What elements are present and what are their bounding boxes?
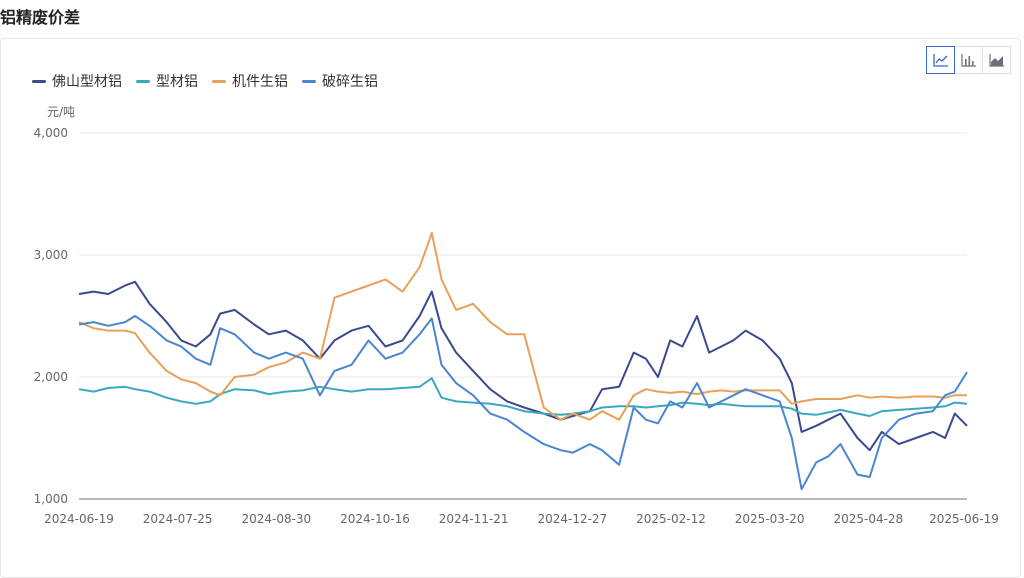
series-line-2: [78, 377, 968, 417]
series-line-3: [78, 232, 967, 421]
chart-card: [0, 38, 1021, 578]
x-tick-label: 2025-02-12: [636, 512, 706, 526]
x-tick-label: 2024-07-25: [143, 512, 213, 526]
area-chart-button[interactable]: [982, 46, 1011, 74]
y-tick-label: 1,000: [34, 492, 68, 506]
x-tick-label: 2024-11-21: [439, 512, 509, 526]
legend-label: 机件生铝: [232, 74, 288, 90]
legend-item[interactable]: 型材铝: [136, 71, 198, 91]
x-tick-label: 2024-08-30: [241, 512, 311, 526]
chart-type-toolbar: [926, 46, 1011, 74]
legend-label: 型材铝: [156, 74, 198, 90]
x-tick-label: 2024-06-19: [44, 512, 114, 526]
y-tick-label: 2,000: [34, 370, 68, 384]
x-tick-label: 2025-04-28: [833, 512, 903, 526]
legend-item[interactable]: 破碎生铝: [302, 71, 378, 91]
x-tick-label: 2024-10-16: [340, 512, 410, 526]
legend-swatch: [302, 79, 316, 83]
legend-label: 破碎生铝: [322, 74, 378, 90]
x-tick-label: 2025-03-20: [735, 512, 805, 526]
bar-chart-icon: [960, 54, 976, 67]
legend-swatch: [32, 79, 46, 83]
x-tick-label: 2025-06-19: [929, 512, 999, 526]
legend-label: 佛山型材铝: [52, 74, 122, 90]
line-chart-button[interactable]: [926, 46, 955, 74]
y-tick-label: 3,000: [34, 248, 68, 262]
y-tick-label: 4,000: [34, 126, 68, 140]
legend-item[interactable]: 佛山型材铝: [32, 71, 122, 91]
legend-swatch: [212, 79, 226, 83]
series-line-4: [78, 315, 968, 491]
y-axis-unit-label: 元/吨: [47, 105, 76, 119]
area-chart-icon: [988, 54, 1004, 67]
chart-legend: 佛山型材铝 型材铝 机件生铝 破碎生铝: [32, 71, 378, 91]
x-tick-label: 2024-12-27: [537, 512, 607, 526]
page-title: 铝精废价差: [0, 8, 81, 27]
legend-swatch: [136, 79, 150, 83]
series-line-1: [78, 280, 968, 452]
line-chart-icon: [932, 54, 948, 67]
legend-item[interactable]: 机件生铝: [212, 71, 288, 91]
